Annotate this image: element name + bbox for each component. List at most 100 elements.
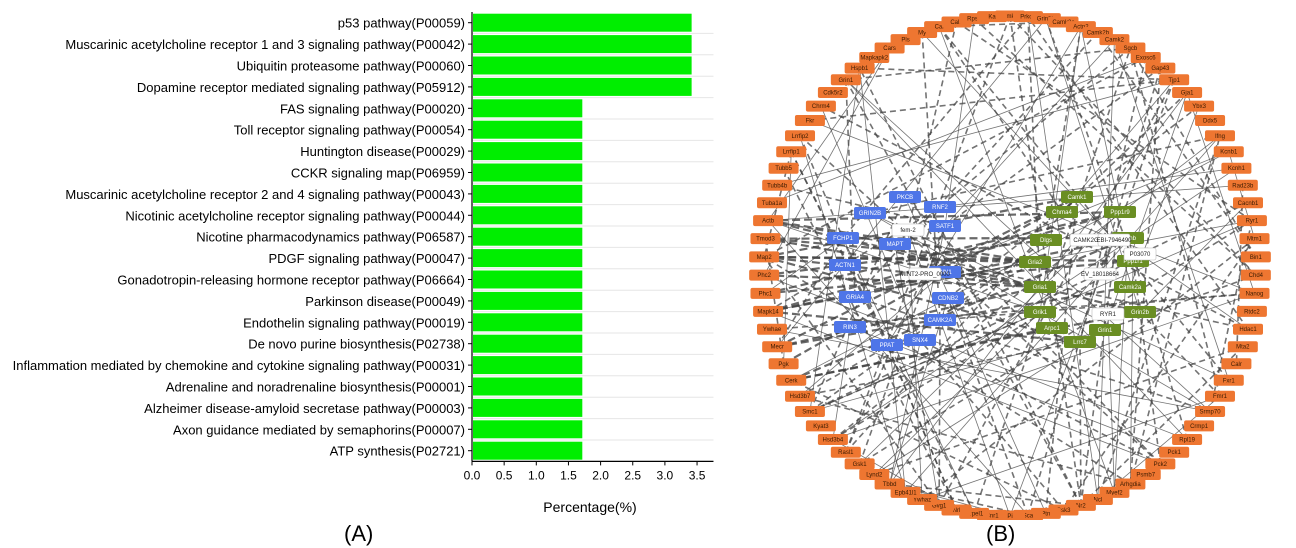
- network-edge: [973, 47, 1132, 514]
- svg-text:GRIA4: GRIA4: [846, 295, 865, 301]
- network-edge: [907, 21, 958, 231]
- network-edge: [939, 167, 1237, 208]
- network-node: Camk1: [1061, 191, 1093, 203]
- svg-text:Pck1: Pck1: [1167, 450, 1181, 456]
- network-node: FCHP1: [827, 232, 859, 244]
- network-edge: [776, 237, 844, 348]
- network-node: Mapkapk2: [859, 52, 890, 64]
- network-node: Hsd3b7: [785, 390, 816, 402]
- svg-text:Cerk: Cerk: [785, 378, 799, 384]
- svg-text:FCHP1: FCHP1: [833, 236, 853, 242]
- svg-text:EBI-7946490: EBI-7946490: [1096, 238, 1132, 244]
- network-edge: [845, 79, 1211, 412]
- network-node: CAMK2A: [924, 314, 956, 326]
- bar: [473, 227, 583, 246]
- network-edge: [767, 260, 1036, 313]
- svg-text:Mapk14: Mapk14: [757, 309, 779, 315]
- network-node: Chd4: [1240, 269, 1271, 281]
- network-node: Grin1: [1089, 324, 1121, 336]
- x-tick-label: 2.5: [624, 468, 641, 482]
- svg-text:Prkca: Prkca: [1020, 15, 1036, 21]
- network-node: Cacnb1: [1233, 197, 1264, 209]
- svg-text:Camk2a: Camk2a: [1119, 285, 1142, 291]
- network-edge: [842, 237, 1249, 331]
- network-edge: [1129, 68, 1162, 485]
- category-label: Muscarinic acetylcholine receptor 1 and …: [65, 37, 465, 52]
- network-node: Tbbd: [874, 478, 905, 490]
- category-label: Toll receptor signaling pathway(P00054): [234, 123, 465, 138]
- category-label: Inflammation mediated by chemokine and c…: [13, 358, 465, 373]
- svg-text:Smc1: Smc1: [802, 409, 818, 415]
- svg-text:Gsk1: Gsk1: [853, 462, 868, 468]
- network-node: Psmb7: [1130, 468, 1161, 480]
- network-node: Grin1: [830, 74, 861, 86]
- network-edge: [938, 26, 1230, 381]
- network-node: Tubb4b: [762, 179, 793, 191]
- bar: [473, 13, 692, 32]
- network-edge: [1045, 196, 1078, 514]
- network-edge: [921, 395, 1221, 500]
- category-label: PDGF signaling pathway(P00047): [268, 251, 465, 266]
- network-node: Lrrfip1: [776, 146, 807, 158]
- network-edge: [777, 79, 1175, 186]
- network-node: Ddx5: [1195, 115, 1226, 127]
- svg-text:Camk1: Camk1: [1067, 195, 1087, 201]
- network-node: Cdk5r2: [817, 86, 848, 98]
- svg-text:SATF1: SATF1: [936, 224, 955, 230]
- svg-text:Cal: Cal: [935, 25, 944, 31]
- svg-text:Tbbd: Tbbd: [883, 482, 897, 488]
- network-edge: [859, 211, 1121, 465]
- network-edge: [767, 47, 890, 221]
- bar: [473, 398, 583, 417]
- svg-text:EV_18018664: EV_18018664: [1081, 272, 1120, 278]
- svg-text:Ka: Ka: [988, 15, 996, 21]
- bar: [473, 56, 692, 75]
- network-diagram: Camk2d Prkca Grin2bCamk2aActn2Camk2bCamk2S…: [749, 10, 1271, 520]
- svg-text:CDNB2: CDNB2: [938, 296, 959, 302]
- grid-lines: [472, 32, 714, 462]
- network-node: Arpc1: [1036, 322, 1068, 334]
- network-node: Cerk: [776, 374, 807, 386]
- network-edge: [776, 184, 946, 227]
- svg-text:Pgk: Pgk: [778, 362, 789, 368]
- bar: [473, 270, 583, 289]
- network-edge: [849, 326, 1175, 453]
- svg-text:RYR1: RYR1: [1100, 312, 1117, 318]
- network-edge: [1129, 47, 1257, 258]
- network-edge: [921, 32, 1115, 241]
- network-node: Tjp1: [1159, 74, 1190, 86]
- network-node: PKCB: [889, 191, 921, 203]
- svg-text:Rasl1: Rasl1: [838, 450, 854, 456]
- svg-text:Tubb4b: Tubb4b: [767, 183, 788, 189]
- svg-text:MINT2-PRO_0000: MINT2-PRO_0000: [900, 272, 950, 278]
- network-node: Dlgs: [1030, 234, 1062, 246]
- network-edge: [1085, 135, 1221, 241]
- svg-text:Fkr: Fkr: [806, 119, 815, 125]
- inner-nodes: PKCB RNF2 GRIN2B SATF1 FCHP1 MAPT ACTN1 BIN1 GRI…: [827, 191, 1157, 351]
- network-edge: [765, 237, 1036, 264]
- category-label: Dopamine receptor mediated signaling pat…: [137, 80, 465, 95]
- network-edge: [973, 18, 1257, 276]
- x-tick-label: 1.0: [528, 468, 545, 482]
- bar: [473, 35, 692, 54]
- bar: [473, 313, 583, 332]
- svg-text:Ywhaz: Ywhaz: [913, 498, 931, 504]
- network-node: Cars: [874, 42, 905, 54]
- svg-text:Nr2: Nr2: [1076, 503, 1086, 509]
- network-edge: [764, 274, 1188, 440]
- network-edge: [1045, 26, 1082, 241]
- network-edge: [799, 135, 906, 493]
- network-edge: [859, 219, 1253, 465]
- network-node: Phc2: [749, 269, 780, 281]
- network-edge: [938, 79, 1175, 506]
- x-tick-label: 0.5: [496, 468, 513, 482]
- category-label: Muscarinic acetylcholine receptor 2 and …: [65, 187, 465, 202]
- network-edge: [873, 311, 1041, 475]
- svg-text:Rtdc2: Rtdc2: [1244, 309, 1260, 315]
- network-node: ACTN1: [829, 259, 861, 271]
- network-node: Fmr1: [1204, 390, 1235, 402]
- panel-b-label: (B): [986, 521, 1016, 546]
- bar: [473, 163, 583, 182]
- network-edge: [764, 255, 1041, 289]
- svg-text:Kcnb1: Kcnb1: [1220, 150, 1238, 156]
